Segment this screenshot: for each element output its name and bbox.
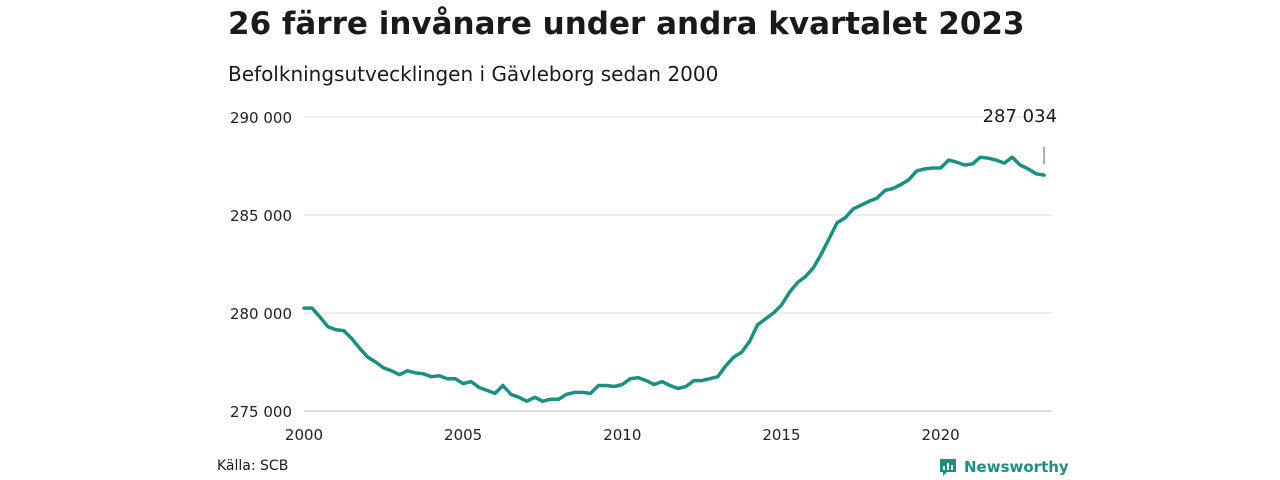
x-tick-label: 2000 (285, 426, 323, 444)
x-tick-label: 2015 (762, 426, 800, 444)
x-tick-label: 2020 (922, 426, 960, 444)
series-line (302, 155, 1046, 403)
source-label: Källa: SCB (217, 458, 289, 474)
chart-title: 26 färre invånare under andra kvartalet … (228, 6, 1025, 42)
y-tick-label: 290 000 (230, 109, 292, 127)
x-tick-label: 2010 (603, 426, 641, 444)
y-tick-label: 285 000 (230, 207, 292, 225)
y-tick-label: 275 000 (230, 403, 292, 421)
line-chart: 275 000 280 000 285 000 290 000 2000 2005 2010… (230, 106, 1057, 444)
x-tick-label: 2005 (444, 426, 482, 444)
brand-logo: Newsworthy (938, 455, 1069, 479)
y-tick-label: 280 000 (230, 305, 292, 323)
annotation-label: 287 034 (983, 106, 1057, 127)
newsworthy-logo-icon (940, 459, 956, 476)
brand-name: Newsworthy (964, 458, 1069, 476)
chart-subtitle: Befolkningsutvecklingen i Gävleborg seda… (228, 62, 719, 86)
